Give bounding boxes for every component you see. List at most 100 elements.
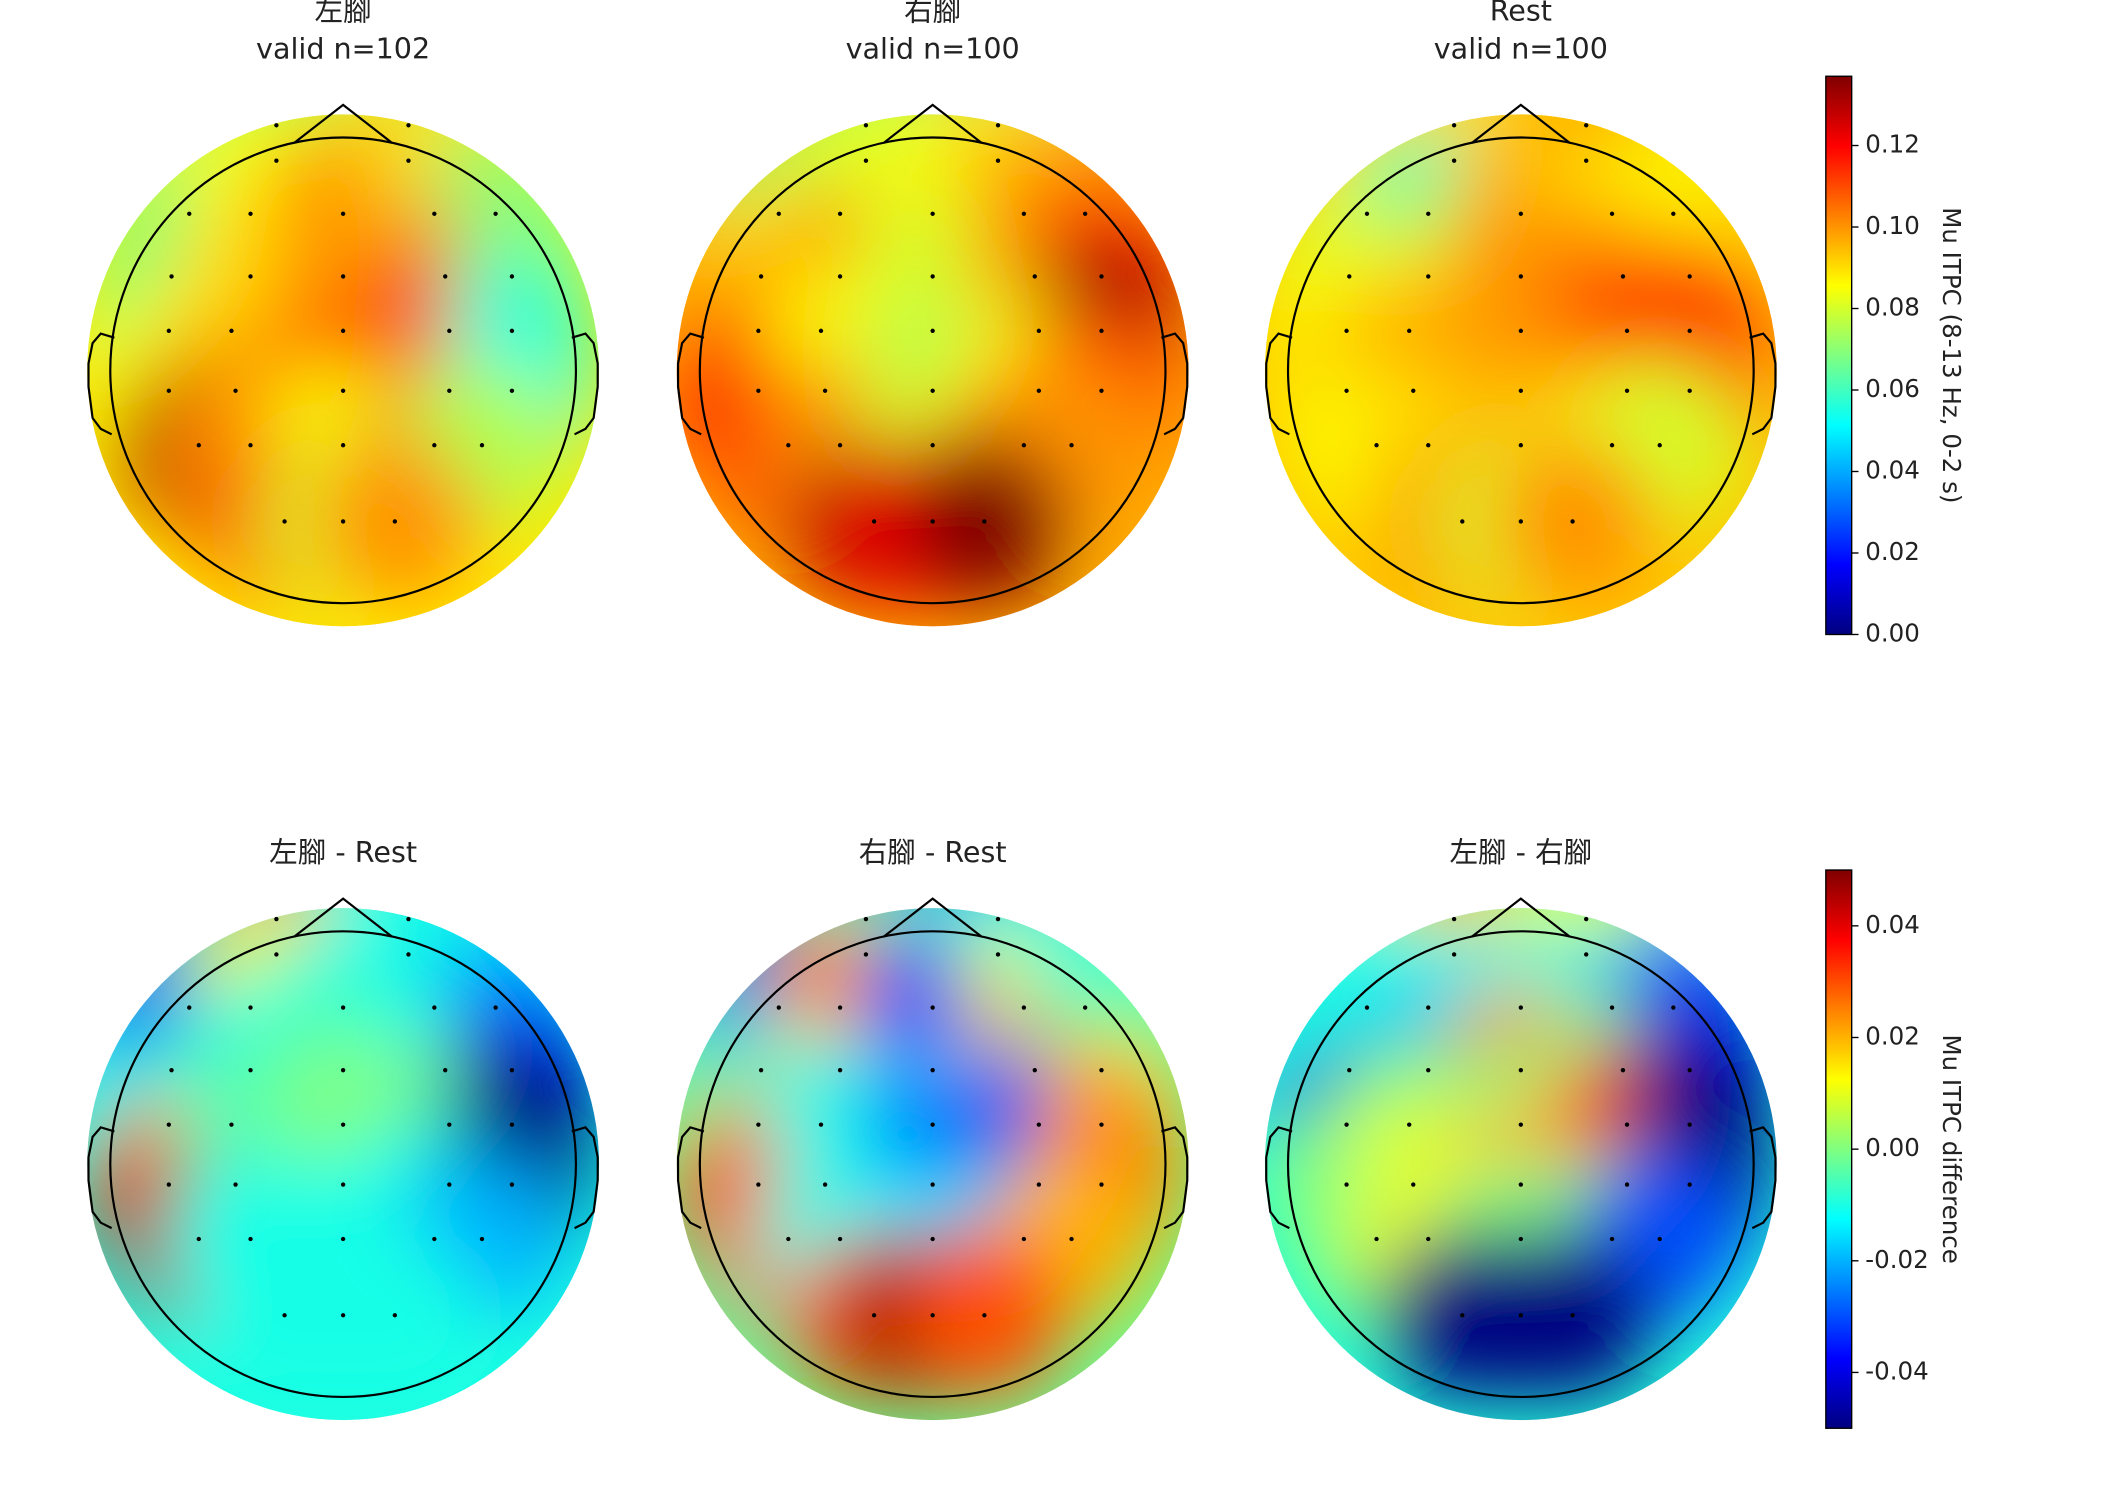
topomap: 左腳 - Rest (87, 835, 600, 1421)
sensor-dot (930, 1005, 935, 1010)
sensor-dot (1518, 1067, 1524, 1073)
sensor-dot (1099, 1122, 1104, 1127)
sensor-dot (1620, 274, 1626, 279)
sensor-dot (1374, 1236, 1379, 1242)
sensor-dot (432, 1236, 437, 1242)
sensor-dot (1460, 1313, 1465, 1318)
ear (1265, 332, 1293, 436)
topomap: Rest valid n=100 (1264, 0, 1777, 627)
sensor-dot (1451, 123, 1457, 128)
sensor-dot (1570, 519, 1575, 524)
sensor-dot (1460, 519, 1465, 524)
sensor-dot (340, 1236, 346, 1242)
sensor-dot (930, 1236, 935, 1242)
colorbar-tick-label: -0.02 (1865, 1245, 1928, 1274)
sensor-dot (340, 519, 346, 524)
sensor-dot (229, 1122, 234, 1127)
sensor-dot (1624, 1122, 1630, 1127)
heatmap (1264, 114, 1777, 627)
sensor-dot (1570, 1313, 1575, 1318)
colorbar-tick-label: 0.00 (1865, 618, 1920, 647)
sensor-dot (1451, 952, 1457, 957)
ear (676, 332, 705, 436)
colorbar-label: Mu ITPC difference (1937, 1034, 1966, 1263)
heatmap (87, 114, 600, 627)
sensor-dot (187, 211, 192, 216)
sensor-dot (758, 274, 764, 279)
sensor-dot (1347, 274, 1352, 279)
sensor-dot (1518, 1122, 1524, 1127)
sensor-dot (166, 1122, 172, 1127)
sensor-dot (248, 443, 253, 448)
ear (1749, 1126, 1777, 1230)
sensor-dot (1082, 211, 1088, 216)
nose (293, 897, 393, 938)
heatmap (87, 908, 600, 1421)
sensor-dot (493, 1005, 498, 1010)
sensor-dot (995, 123, 1001, 128)
sensor-dot (196, 1236, 201, 1242)
colorbar (1825, 75, 1853, 636)
sensor-dot (509, 1182, 515, 1187)
colorbar-tick-label: 0.04 (1865, 455, 1920, 484)
sensor-dot (930, 519, 935, 524)
nose (1471, 897, 1571, 938)
topomap: 左腳 - 右腳 (1264, 835, 1777, 1421)
sensor-dot (282, 519, 287, 524)
sensor-dot (493, 211, 498, 216)
sensor-dot (776, 211, 781, 216)
colorbar-tick-label: 0.04 (1865, 910, 1920, 939)
sensor-dot (1021, 1236, 1027, 1242)
sensor-dot (509, 1067, 515, 1073)
sensor-dot (1518, 388, 1524, 393)
sensor-dot (758, 1067, 764, 1073)
sensor-dot (1036, 328, 1042, 334)
sensor-dot (1411, 1182, 1416, 1187)
sensor-dot (930, 274, 935, 279)
sensor-dot (1609, 1236, 1615, 1242)
sensor-dot (871, 1313, 877, 1318)
ear (1749, 332, 1777, 436)
map-title: 左腳 (315, 0, 372, 27)
map-title: Rest (1490, 0, 1552, 27)
ear (571, 1126, 599, 1230)
sensor-dot (1364, 1005, 1370, 1010)
sensor-dot (1671, 1005, 1676, 1010)
sensor-dot (1518, 211, 1524, 216)
sensor-dot (1036, 1182, 1042, 1187)
sensor-dot (340, 1005, 346, 1010)
sensor-dot (1518, 328, 1524, 334)
sensor-dot (1687, 388, 1692, 393)
sensor-dot (1451, 916, 1457, 922)
sensor-dot (863, 158, 869, 163)
sensor-dot (837, 443, 843, 448)
sensor-dot (1518, 274, 1524, 279)
sensor-dot (1347, 1067, 1352, 1073)
sensor-dot (340, 1122, 346, 1127)
sensor-dot (509, 274, 515, 279)
sensor-dot (340, 211, 346, 216)
sensor-dot (1609, 211, 1615, 216)
sensor-dot (1082, 1005, 1088, 1010)
sensor-dot (282, 1313, 287, 1318)
sensor-dot (443, 1067, 448, 1073)
sensor-dot (406, 123, 411, 128)
head-outline (109, 136, 578, 605)
sensor-dot (837, 1236, 843, 1242)
sensor-dot (756, 1182, 761, 1187)
sensor-dot (166, 388, 172, 393)
sensor-dot (1021, 443, 1027, 448)
sensor-dot (756, 388, 761, 393)
sensor-dot (340, 274, 346, 279)
sensor-dot (837, 1067, 843, 1073)
sensor-dot (1687, 328, 1692, 334)
sensor-dot (1032, 274, 1037, 279)
sensor-dot (863, 952, 869, 957)
sensor-dot (756, 328, 761, 334)
sensor-dot (1411, 388, 1416, 393)
sensor-dot (432, 211, 437, 216)
ear (87, 1126, 115, 1230)
sensor-dot (248, 211, 253, 216)
sensor-dot (509, 1122, 515, 1127)
sensor-dot (1032, 1067, 1037, 1073)
